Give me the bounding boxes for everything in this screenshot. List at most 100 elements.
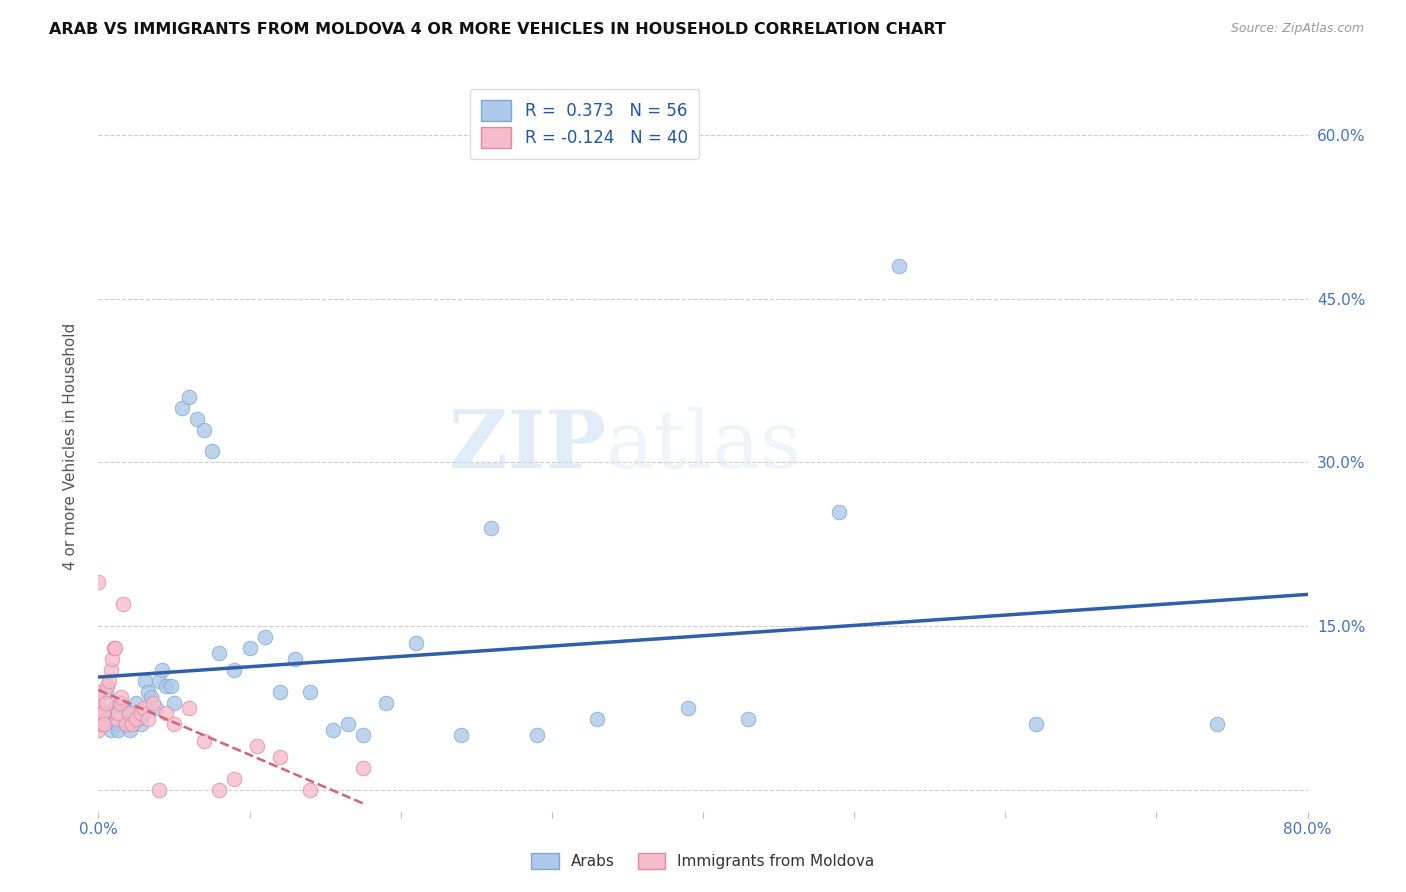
Point xyxy=(299,783,322,797)
Point xyxy=(374,696,396,710)
Point xyxy=(127,712,149,726)
Point xyxy=(103,640,125,655)
Point xyxy=(118,717,141,731)
Point xyxy=(405,635,427,649)
Point xyxy=(96,679,118,693)
Point xyxy=(111,597,134,611)
Point xyxy=(737,712,759,726)
Point xyxy=(87,696,110,710)
Point xyxy=(125,712,148,726)
Point xyxy=(269,750,291,764)
Point xyxy=(889,259,911,273)
Point xyxy=(105,717,128,731)
Point xyxy=(450,728,472,742)
Point xyxy=(134,673,156,688)
Point xyxy=(163,717,186,731)
Point xyxy=(352,761,374,775)
Point xyxy=(253,630,276,644)
Point xyxy=(110,690,132,704)
Point xyxy=(170,401,193,415)
Point xyxy=(87,575,110,590)
Point xyxy=(120,723,142,737)
Point xyxy=(103,712,125,726)
Point xyxy=(101,652,124,666)
Point xyxy=(90,717,112,731)
Point xyxy=(142,696,165,710)
Point xyxy=(94,684,117,698)
Point xyxy=(186,411,208,425)
Point xyxy=(129,717,152,731)
Point xyxy=(284,652,307,666)
Point xyxy=(136,712,159,726)
Point xyxy=(110,701,132,715)
Point xyxy=(828,504,851,518)
Point xyxy=(155,706,177,721)
Point xyxy=(239,640,262,655)
Point xyxy=(108,696,131,710)
Point xyxy=(208,783,231,797)
Point xyxy=(224,772,246,786)
Point xyxy=(100,663,122,677)
Legend: R =  0.373   N = 56, R = -0.124   N = 40: R = 0.373 N = 56, R = -0.124 N = 40 xyxy=(470,88,699,160)
Point xyxy=(98,673,121,688)
Point xyxy=(141,690,163,704)
Point xyxy=(94,706,117,721)
Point xyxy=(145,701,167,715)
Text: ARAB VS IMMIGRANTS FROM MOLDOVA 4 OR MORE VEHICLES IN HOUSEHOLD CORRELATION CHAR: ARAB VS IMMIGRANTS FROM MOLDOVA 4 OR MOR… xyxy=(49,22,946,37)
Point xyxy=(1206,717,1229,731)
Point xyxy=(87,712,110,726)
Point xyxy=(87,684,110,698)
Point xyxy=(193,423,215,437)
Point xyxy=(1024,717,1046,731)
Point xyxy=(322,723,344,737)
Point xyxy=(87,723,110,737)
Point xyxy=(179,390,201,404)
Point xyxy=(114,717,136,731)
Point xyxy=(193,733,215,747)
Point xyxy=(336,717,359,731)
Y-axis label: 4 or more Vehicles in Household: 4 or more Vehicles in Household xyxy=(63,322,77,570)
Point xyxy=(163,696,186,710)
Point xyxy=(107,723,129,737)
Point xyxy=(118,706,141,721)
Text: Source: ZipAtlas.com: Source: ZipAtlas.com xyxy=(1230,22,1364,36)
Point xyxy=(100,723,122,737)
Point xyxy=(526,728,548,742)
Point xyxy=(201,444,224,458)
Point xyxy=(93,717,115,731)
Point xyxy=(148,783,170,797)
Point xyxy=(103,701,125,715)
Point xyxy=(179,701,201,715)
Point xyxy=(87,701,110,715)
Point xyxy=(299,684,322,698)
Legend: Arabs, Immigrants from Moldova: Arabs, Immigrants from Moldova xyxy=(526,847,880,875)
Point xyxy=(352,728,374,742)
Point xyxy=(481,521,503,535)
Point xyxy=(586,712,609,726)
Point xyxy=(224,663,246,677)
Point xyxy=(107,706,129,721)
Point xyxy=(110,696,132,710)
Point xyxy=(114,717,136,731)
Point xyxy=(246,739,269,754)
Point xyxy=(269,684,291,698)
Point xyxy=(136,684,159,698)
Point xyxy=(155,679,177,693)
Point xyxy=(208,647,231,661)
Point xyxy=(91,706,114,721)
Point xyxy=(676,701,699,715)
Point xyxy=(122,706,145,721)
Point xyxy=(129,706,152,721)
Point xyxy=(150,663,173,677)
Point xyxy=(132,706,155,721)
Point xyxy=(111,712,134,726)
Point xyxy=(160,679,183,693)
Point xyxy=(104,640,127,655)
Point xyxy=(125,696,148,710)
Text: ZIP: ZIP xyxy=(450,407,606,485)
Point xyxy=(105,712,128,726)
Text: atlas: atlas xyxy=(606,407,801,485)
Point xyxy=(148,673,170,688)
Point xyxy=(121,712,143,726)
Point xyxy=(115,706,138,721)
